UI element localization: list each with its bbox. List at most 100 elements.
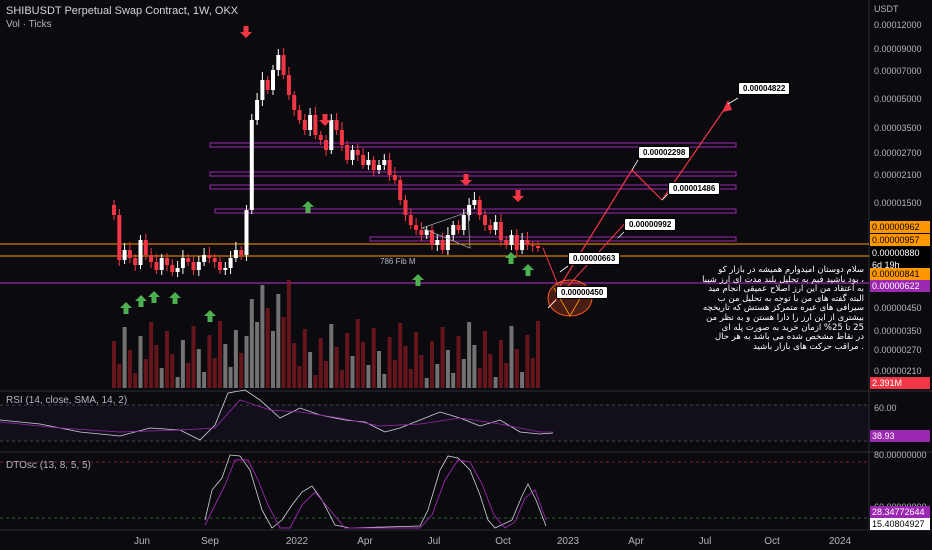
buy-arrow-icon [505, 252, 517, 264]
time-tick-label: Jul [428, 536, 441, 547]
volume-bar [170, 354, 175, 388]
target-callout-4[interactable]: 0.00000992 [624, 218, 677, 231]
price-tick-label: 0.00002700 [874, 148, 922, 158]
candle-body [339, 130, 344, 145]
target-callout-3[interactable]: 0.00001486 [668, 182, 721, 195]
candle-body [355, 150, 360, 155]
volume-bar [329, 324, 334, 388]
dtosc-indicator-label[interactable]: DTOsc (13, 8, 5, 5) [6, 460, 91, 471]
time-axis[interactable]: Jun Sep 2022 Apr Jul Oct 2023 Apr Jul Oct 2024 [134, 536, 852, 547]
volume-bar [233, 330, 238, 388]
dtosc-tick-80: 80.00000000 [874, 450, 927, 460]
volume-tag: 2.391M [870, 377, 930, 389]
price-tick-label: 0.00000450 [874, 303, 922, 313]
volume-bar [244, 336, 249, 388]
candlesticks[interactable] [112, 48, 540, 277]
volume-bar [377, 351, 381, 388]
rsi-indicator-label[interactable]: RSI (14, close, SMA, 14, 2) [6, 395, 128, 406]
candle-body [488, 225, 493, 230]
volume-bar [212, 358, 217, 388]
target-callout-6[interactable]: 0.00000450 [556, 286, 609, 299]
volume-bar [186, 363, 191, 388]
target-callout-2[interactable]: 0.00002298 [638, 146, 691, 159]
volume-bar [398, 323, 403, 388]
volume-bar [339, 370, 344, 388]
candle-body [292, 95, 297, 110]
candle-body [504, 240, 509, 245]
candle-body [361, 155, 366, 165]
volume-bar [456, 336, 461, 388]
volume-bar [488, 354, 493, 388]
dtosc-slow-line [204, 459, 547, 529]
candle-body [191, 262, 196, 270]
candle-body [366, 160, 371, 165]
candle-body [536, 246, 540, 248]
dtosc-value-tag-2: 15.40804927 [870, 518, 930, 530]
candle-body [477, 200, 482, 215]
purple-zone-5[interactable] [369, 236, 737, 242]
candle-body [223, 268, 228, 270]
volume-bar [297, 366, 302, 388]
candle-body [403, 200, 408, 215]
buy-arrow-icon [120, 302, 132, 314]
volume-bar [239, 353, 244, 388]
volume-bar [286, 280, 291, 388]
volume-bar [530, 358, 535, 388]
callout-pointer-5 [559, 265, 569, 273]
price-tick-label: 0.00000350 [874, 326, 922, 336]
buy-arrow-icon [135, 295, 147, 307]
candle-body [127, 250, 132, 258]
rsi-ma-line [0, 399, 553, 433]
candle-body [345, 145, 350, 160]
volume-bar [159, 368, 164, 388]
dtosc-fast-line [204, 454, 547, 529]
price-axis[interactable]: USDT 0.00012000 0.00009000 0.00007000 0.0000… [874, 4, 922, 376]
volume-bar [408, 369, 413, 388]
volume-bar [318, 338, 323, 388]
callout-pointer-3 [661, 193, 669, 201]
price-tag-0: 0.00000962 [870, 221, 930, 233]
candle-body [520, 240, 525, 250]
volume-bar [387, 337, 392, 388]
volume-bar [430, 341, 434, 388]
price-axis-unit: USDT [874, 4, 899, 14]
candle-body [276, 55, 281, 70]
callout-pointer-2 [631, 159, 639, 171]
purple-zone-2[interactable] [209, 171, 737, 177]
candle-body [117, 215, 122, 260]
buy-arrow-icon [412, 274, 424, 286]
volume-bar [302, 329, 307, 388]
target-callout-1[interactable]: 0.00004822 [738, 82, 791, 95]
projection-path[interactable] [559, 103, 729, 287]
chart-title[interactable]: SHIBUSDT Perpetual Swap Contract, 1W, OK… [6, 5, 239, 17]
candle-body [350, 150, 355, 160]
time-tick-label: Apr [628, 536, 644, 547]
time-tick-label: Apr [357, 536, 373, 547]
time-tick-label: 2023 [557, 536, 580, 547]
purple-zone-3[interactable] [209, 184, 737, 190]
candle-body [260, 80, 265, 100]
candle-body [249, 120, 254, 210]
candle-body [265, 80, 270, 90]
sell-arrow-icon [512, 190, 524, 202]
target-callout-5[interactable]: 0.00000663 [568, 252, 621, 265]
volume-bar [334, 347, 339, 388]
fib-drawing[interactable] [421, 211, 471, 249]
candle-body [430, 230, 434, 245]
purple-zone-4[interactable] [214, 208, 737, 214]
volume-indicator-label[interactable]: Vol · Ticks [6, 19, 52, 30]
purple-zone-1[interactable] [209, 142, 737, 148]
analysis-note[interactable]: سلام دوستان امیدوارم همیشه در بازار کو ،… [702, 265, 864, 352]
volume-bar [180, 340, 185, 388]
candle-body [408, 215, 413, 225]
volume-bar [483, 331, 487, 388]
volume-bar [255, 322, 260, 388]
volume-bar [276, 294, 281, 388]
candle-body [308, 115, 313, 130]
fib-label: 786 Fib M [380, 257, 416, 266]
volume-bar [366, 365, 371, 388]
volume-bar [361, 342, 366, 388]
candle-body [196, 262, 201, 270]
